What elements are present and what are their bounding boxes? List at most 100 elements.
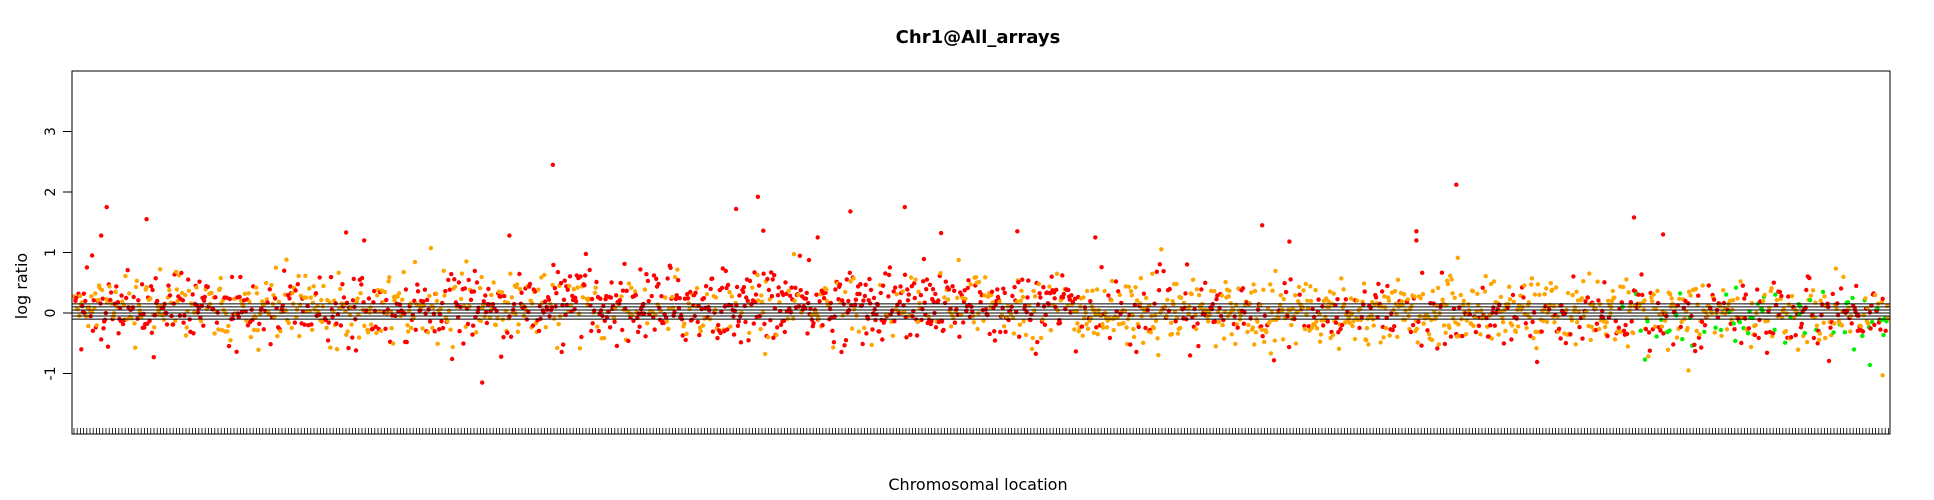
data-point xyxy=(245,323,251,328)
data-point xyxy=(127,291,132,296)
data-point xyxy=(1259,327,1265,332)
data-point xyxy=(1738,279,1743,284)
data-point xyxy=(811,321,816,326)
data-point xyxy=(728,324,733,329)
data-point xyxy=(862,293,868,299)
data-point xyxy=(1283,289,1289,295)
data-point xyxy=(1480,285,1485,290)
data-point xyxy=(814,292,819,297)
data-point xyxy=(123,273,128,279)
data-point xyxy=(238,274,243,280)
data-point xyxy=(1478,332,1483,337)
data-point xyxy=(756,298,761,303)
data-point xyxy=(1817,337,1822,343)
data-point xyxy=(674,293,679,298)
data-point xyxy=(646,298,651,304)
data-point xyxy=(608,295,614,300)
data-point xyxy=(595,324,600,329)
data-point xyxy=(1679,319,1684,325)
data-point xyxy=(1133,285,1138,290)
data-point xyxy=(1314,319,1319,324)
data-point xyxy=(1136,324,1141,330)
data-point xyxy=(515,329,521,334)
data-point xyxy=(1686,368,1691,373)
data-point xyxy=(151,355,156,360)
data-point xyxy=(1528,282,1534,287)
data-point xyxy=(777,300,782,305)
data-point xyxy=(735,323,741,328)
data-point xyxy=(561,297,567,302)
data-point xyxy=(317,275,322,280)
data-point xyxy=(1178,295,1184,300)
data-point xyxy=(1433,314,1439,319)
data-point xyxy=(1786,294,1791,299)
data-point xyxy=(631,318,636,323)
data-point xyxy=(1126,284,1132,289)
data-point xyxy=(761,228,766,233)
data-point xyxy=(369,322,374,327)
data-point xyxy=(216,327,221,332)
data-point xyxy=(119,293,124,298)
data-point xyxy=(161,305,166,310)
data-point xyxy=(1625,344,1631,349)
data-point xyxy=(983,307,989,312)
data-point xyxy=(914,333,920,338)
data-point xyxy=(1347,320,1352,326)
data-point xyxy=(612,319,617,324)
data-point xyxy=(1507,284,1512,289)
data-point xyxy=(470,332,475,337)
data-point xyxy=(351,276,356,282)
data-point xyxy=(1671,342,1676,347)
data-point xyxy=(1233,341,1238,347)
data-point xyxy=(1713,325,1718,330)
data-point xyxy=(1863,296,1868,301)
data-point xyxy=(1702,323,1708,328)
data-point xyxy=(1602,280,1607,285)
data-point xyxy=(114,284,119,289)
data-point xyxy=(1651,292,1656,297)
data-point xyxy=(424,297,430,303)
data-point xyxy=(1439,270,1445,275)
data-point xyxy=(181,320,186,325)
data-point xyxy=(550,162,556,167)
data-point xyxy=(1117,292,1123,297)
data-point xyxy=(1069,293,1074,298)
data-point xyxy=(1154,269,1160,274)
data-point xyxy=(1491,305,1496,310)
data-point xyxy=(1642,298,1647,303)
data-point xyxy=(1049,274,1054,279)
data-point xyxy=(787,293,793,298)
data-point xyxy=(1755,287,1760,292)
data-point xyxy=(384,297,389,303)
data-point xyxy=(1735,296,1740,301)
data-point xyxy=(1153,313,1158,318)
data-point xyxy=(1649,295,1654,300)
data-point xyxy=(1235,325,1240,330)
data-point xyxy=(1425,328,1430,333)
data-point xyxy=(918,293,924,298)
data-point xyxy=(247,299,252,304)
data-point xyxy=(1869,319,1875,325)
data-point xyxy=(1581,279,1586,284)
data-point xyxy=(1667,328,1672,333)
data-point xyxy=(1674,313,1679,318)
data-point xyxy=(374,330,379,336)
data-point xyxy=(397,302,403,307)
data-point xyxy=(261,327,266,332)
data-point xyxy=(915,319,921,325)
data-point xyxy=(851,276,856,281)
data-point xyxy=(1712,330,1718,335)
data-point xyxy=(817,299,822,304)
data-point xyxy=(765,334,771,340)
data-point xyxy=(1530,319,1535,325)
data-point xyxy=(338,286,343,292)
data-point xyxy=(877,329,882,334)
data-point xyxy=(1330,332,1336,338)
data-point xyxy=(479,274,484,280)
data-point xyxy=(1184,262,1190,267)
data-point xyxy=(1835,301,1840,306)
data-point xyxy=(1196,343,1201,349)
data-point xyxy=(293,288,298,293)
data-point xyxy=(626,281,632,286)
